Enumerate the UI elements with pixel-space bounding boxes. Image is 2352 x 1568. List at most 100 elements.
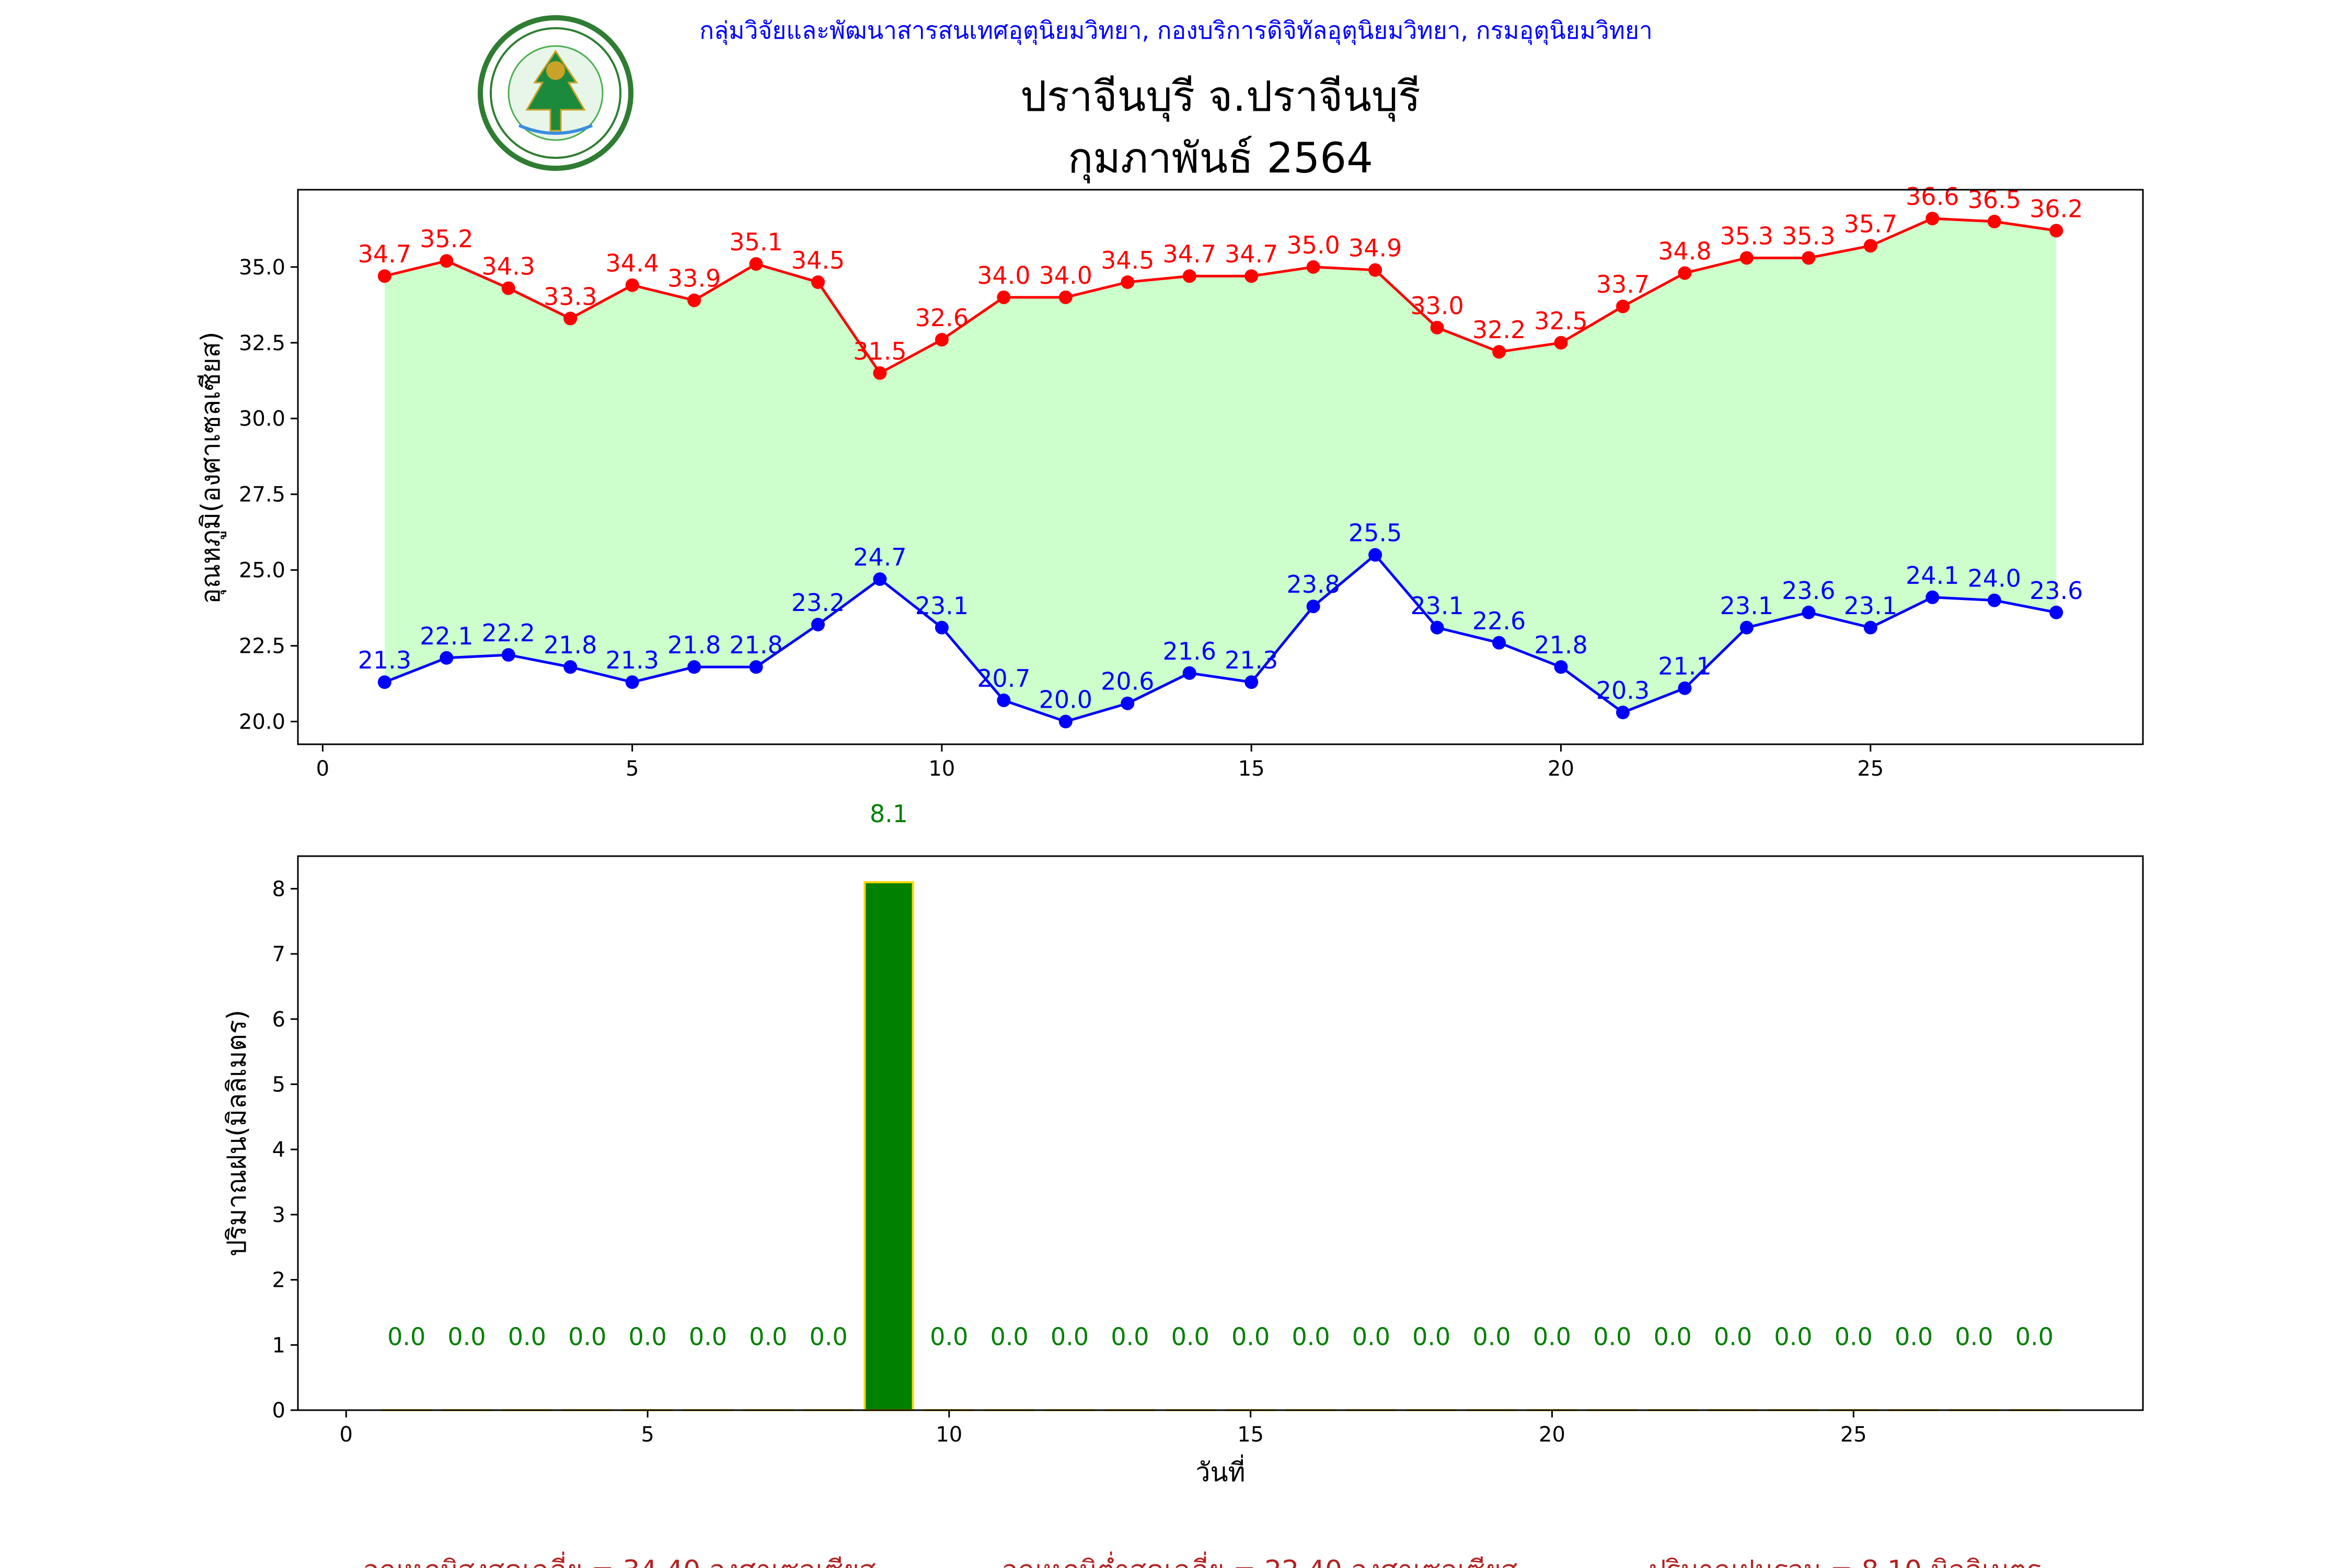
temperature-band-fill [384, 218, 2057, 722]
max-temperature-point [1616, 299, 1630, 314]
max-temperature-label: 33.7 [1596, 270, 1650, 298]
rain-x-axis-label: วันที่ [1195, 1455, 1245, 1488]
min-temperature-point [377, 675, 391, 689]
max-temperature-label: 34.9 [1348, 234, 1402, 262]
min-temperature-point [1182, 666, 1196, 680]
rain-label: 8.1 [870, 800, 908, 828]
max-temperature-point [1987, 214, 2001, 228]
max-temperature-label: 34.3 [482, 252, 535, 280]
max-temperature-label: 33.3 [544, 282, 597, 310]
max-temperature-label: 34.7 [1163, 240, 1216, 268]
min-temperature-label: 23.8 [1286, 570, 1340, 598]
min-temperature-label: 24.1 [1906, 561, 1959, 590]
max-temperature-line [384, 217, 2057, 375]
max-temperature-label: 36.6 [1906, 182, 1959, 211]
rain-x-tick-label: 25 [1840, 1423, 1867, 1447]
min-temperature-point [1058, 714, 1073, 729]
max-temperature-point [377, 269, 391, 283]
temperature-y-tick-label: 35.0 [239, 256, 285, 280]
max-temperature-point [1306, 260, 1320, 274]
min-temperature-label: 21.3 [1225, 646, 1278, 674]
max-temperature-point [563, 312, 578, 326]
temperature-y-tick-label: 32.5 [239, 331, 285, 355]
min-temperature-label: 20.6 [1101, 667, 1154, 696]
temperature-y-tick-label: 27.5 [239, 483, 285, 507]
max-temperature-label: 34.7 [1225, 240, 1278, 268]
max-temperature-label: 34.5 [1101, 246, 1154, 274]
max-temperature-point [1678, 266, 1692, 280]
rain-x-tick-label: 0 [340, 1423, 353, 1447]
rain-y-tick-label: 3 [272, 1203, 285, 1227]
min-temperature-label: 23.1 [1410, 592, 1463, 620]
min-temperature-point [1802, 605, 1816, 619]
max-temperature-point [501, 281, 515, 295]
min-temperature-point [1306, 599, 1320, 614]
max-temperature-point [1492, 345, 1506, 359]
rain-y-tick-label: 5 [272, 1073, 285, 1097]
rain-x-tick-label: 5 [641, 1423, 654, 1447]
min-temperature-line [384, 553, 2057, 723]
temperature-x-tick-label: 25 [1857, 757, 1884, 781]
min-temperature-label: 23.1 [1720, 592, 1773, 620]
min-temperature-point [1987, 593, 2001, 607]
rain-label: 0.0 [1292, 1322, 1330, 1351]
temperature-plot-frame [297, 189, 2144, 745]
max-temperature-label: 34.0 [977, 261, 1030, 290]
max-temperature-label: 33.0 [1410, 292, 1463, 320]
max-temperature-point [1554, 336, 1568, 350]
max-temperature-label: 35.2 [420, 225, 473, 253]
min-temperature-point [1926, 590, 1940, 604]
min-temperature-point [1616, 706, 1630, 720]
min-temperature-label: 22.6 [1472, 607, 1526, 635]
rain-label: 0.0 [930, 1322, 968, 1351]
min-temperature-point [1368, 548, 1382, 562]
rain-y-tick-label: 8 [272, 877, 285, 901]
max-temperature-label: 34.7 [358, 240, 411, 268]
min-temperature-point [2049, 605, 2063, 619]
rain-label: 0.0 [1533, 1322, 1571, 1351]
min-temperature-label: 23.2 [791, 589, 845, 617]
min-temperature-label: 24.0 [1967, 564, 2021, 593]
min-temperature-label: 20.3 [1596, 676, 1650, 705]
max-temperature-point [1121, 275, 1135, 289]
rain-label: 0.0 [1835, 1322, 1873, 1351]
temperature-band-area [384, 218, 2057, 722]
max-temperature-label: 35.0 [1286, 231, 1340, 259]
rain-label: 0.0 [1774, 1322, 1812, 1351]
rain-y-tick-label: 1 [272, 1333, 285, 1357]
rain-label: 0.0 [1051, 1322, 1089, 1351]
max-temperature-point [1926, 212, 1940, 226]
rain-label: 0.0 [1352, 1322, 1390, 1351]
min-temperature-label: 21.6 [1163, 637, 1216, 665]
min-temperature-label: 21.8 [1534, 631, 1587, 659]
rain-label: 0.0 [629, 1322, 667, 1351]
period-title: กุมภาพันธ์ 2564 [1068, 134, 1373, 183]
temperature-y-tick-label: 22.5 [239, 635, 285, 659]
rain-label: 0.0 [1593, 1322, 1631, 1351]
agency-line: กลุ่มวิจัยและพัฒนาสารสนเทศอุตุนิยมวิทยา,… [699, 16, 1653, 45]
rain-label: 0.0 [749, 1322, 787, 1351]
max-temperature-point [440, 254, 454, 268]
logo [478, 15, 633, 171]
max-temperature-label: 34.4 [605, 249, 659, 278]
temperature-y-tick-label: 25.0 [239, 559, 285, 583]
max-temperature-label: 34.8 [1658, 237, 1711, 265]
min-temperature-label: 24.7 [853, 543, 906, 571]
min-temperature-point [1863, 620, 1877, 635]
max-temperature-label: 31.5 [853, 337, 906, 365]
min-temperature-label: 23.1 [1844, 592, 1897, 620]
min-temperature-point [501, 648, 515, 662]
max-temperature-label: 35.3 [1720, 222, 1773, 250]
summary-total-rain: ปริมาณฝนรวม = 8.10 มิลลิเมตร [1649, 1555, 2042, 1568]
min-temperature-point [811, 617, 825, 631]
rain-label: 0.0 [810, 1322, 848, 1351]
rain-chart: 0.0 0.0 0.0 0.0 0.0 0.0 0.0 0.0 8.1 0.0 0.0 0.0 0.0 0… [222, 800, 2144, 1488]
rain-label: 0.0 [1231, 1322, 1270, 1351]
rain-label: 0.0 [387, 1322, 425, 1351]
max-temperature-label: 33.9 [667, 264, 721, 293]
max-temperature-point [1182, 269, 1196, 283]
min-temperature-label: 25.5 [1348, 519, 1402, 547]
max-temperature-point [1244, 269, 1259, 283]
max-temperature-point [749, 257, 763, 271]
